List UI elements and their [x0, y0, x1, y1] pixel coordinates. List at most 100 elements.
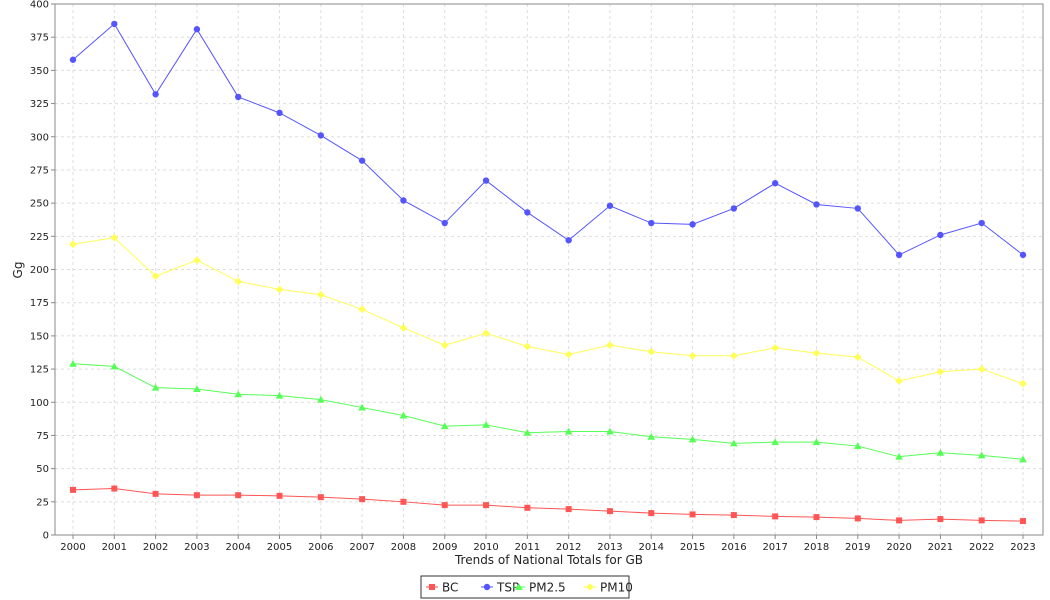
data-point: [564, 427, 573, 435]
y-tick-label: 75: [36, 431, 49, 442]
data-point: [648, 510, 655, 517]
y-tick-label: 175: [30, 298, 49, 309]
x-tick-label: 2006: [308, 542, 333, 553]
x-tick-label: 2000: [60, 542, 85, 553]
data-point: [937, 516, 944, 523]
series-line: [72, 23, 1024, 256]
data-point: [440, 341, 449, 349]
data-point: [400, 498, 407, 505]
data-point: [730, 351, 738, 360]
y-tick-label: 125: [30, 365, 49, 376]
data-point: [317, 132, 325, 139]
data-point: [69, 56, 77, 63]
data-point: [1019, 455, 1027, 463]
data-point: [358, 305, 366, 314]
x-tick-label: 2019: [845, 542, 870, 553]
legend-swatch-marker: [586, 583, 594, 591]
legend-items: BC TSP PM2.5 PM10: [426, 581, 633, 595]
data-point: [937, 231, 944, 239]
data-point: [317, 395, 325, 403]
data-point: [234, 277, 243, 286]
data-point: [193, 256, 201, 265]
y-tick-label: 325: [30, 99, 49, 110]
x-tick-label: 2016: [721, 542, 746, 553]
y-tick-label: 50: [36, 464, 49, 475]
data-point: [772, 513, 779, 520]
x-tick-label: 2007: [349, 542, 374, 553]
y-tick-label: 400: [30, 0, 49, 11]
x-tick-label: 2020: [886, 542, 911, 553]
x-tick-label: 2011: [515, 542, 540, 553]
data-point: [606, 202, 614, 209]
data-point: [275, 285, 284, 294]
x-tick-label: 2002: [143, 542, 168, 553]
data-point: [771, 180, 779, 187]
data-point: [565, 237, 572, 244]
data-point: [1020, 518, 1026, 525]
data-point: [69, 240, 77, 249]
data-point: [193, 492, 200, 499]
x-tick-label: 2017: [762, 542, 787, 553]
data-point: [70, 486, 76, 493]
data-point: [565, 506, 572, 513]
data-point: [400, 197, 407, 204]
series-tsp: [69, 20, 1027, 259]
data-point: [482, 329, 490, 338]
x-tick-label: 2003: [184, 542, 209, 553]
series-line: [72, 237, 1024, 385]
data-point: [689, 511, 696, 518]
data-point: [193, 385, 201, 392]
data-point: [895, 251, 903, 259]
data-point: [110, 233, 119, 242]
y-tick-label: 375: [30, 33, 49, 44]
data-point: [606, 341, 614, 349]
data-point: [523, 428, 532, 436]
legend-label: TSP: [496, 581, 519, 595]
data-point: [440, 422, 449, 430]
y-tick-label: 225: [30, 232, 49, 243]
series-line: [72, 488, 1024, 522]
data-point: [853, 353, 862, 361]
data-point: [936, 367, 945, 376]
data-point: [854, 515, 861, 522]
data-point: [771, 438, 779, 446]
data-point: [110, 362, 119, 370]
series-pm2-5: [69, 359, 1027, 463]
data-point: [688, 435, 697, 443]
data-point: [977, 451, 986, 459]
y-tick-label: 150: [30, 331, 49, 342]
data-point: [895, 377, 903, 385]
series-layer: [69, 20, 1027, 525]
data-point: [1019, 251, 1027, 259]
data-point: [275, 391, 284, 399]
data-point: [152, 91, 159, 98]
series-pm10: [69, 233, 1027, 388]
data-point: [895, 452, 903, 460]
data-point: [648, 219, 655, 227]
x-tick-label: 2023: [1010, 542, 1035, 553]
data-point: [853, 442, 862, 450]
legend-swatch-marker: [483, 583, 491, 591]
x-tick-label: 2005: [267, 542, 292, 553]
y-axis-ticks: 0 25 50 75 100 125 150 175 200 225 250 275 300 325 350…: [30, 0, 55, 542]
data-point: [978, 517, 985, 524]
data-point: [358, 157, 366, 164]
data-point: [399, 411, 408, 419]
data-point: [606, 427, 614, 435]
y-tick-label: 250: [30, 199, 49, 210]
data-point: [688, 351, 697, 360]
data-point: [482, 421, 490, 428]
data-point: [317, 290, 325, 299]
data-point: [730, 512, 737, 519]
data-point: [235, 492, 242, 499]
data-point: [854, 205, 861, 212]
data-point: [936, 448, 945, 456]
data-point: [234, 390, 243, 398]
x-tick-label: 2004: [225, 542, 250, 553]
x-tick-label: 2012: [556, 542, 581, 553]
legend-label: PM2.5: [529, 581, 566, 595]
data-point: [524, 504, 531, 511]
data-point: [647, 348, 656, 356]
legend-swatch-marker: [429, 584, 435, 590]
data-point: [812, 438, 821, 446]
